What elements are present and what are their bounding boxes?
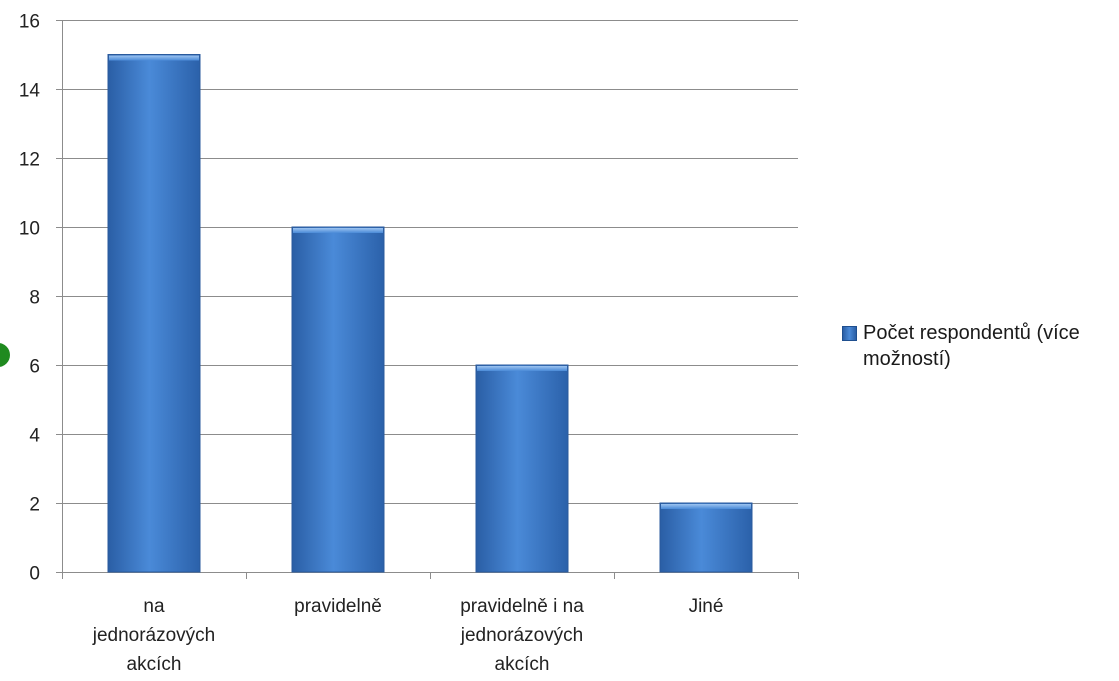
x-category-label: Jiné <box>689 596 724 617</box>
y-tick-label: 16 <box>19 12 40 33</box>
x-category-label: pravidelně <box>294 596 382 617</box>
y-tick-label: 2 <box>29 495 40 516</box>
y-tick-labels: 0 2 4 6 8 10 12 14 16 <box>19 12 41 585</box>
x-category-label: na jednorázových akcích <box>92 596 216 675</box>
y-tick-label: 6 <box>29 357 40 378</box>
legend: Počet respondentů (více možností) <box>842 320 1119 372</box>
bar <box>475 364 569 573</box>
x-category-label: pravidelně i na jednorázových akcích <box>460 596 584 675</box>
bar <box>659 502 753 573</box>
legend-swatch <box>842 326 857 341</box>
y-tick-label: 10 <box>19 219 40 240</box>
y-tick-label: 14 <box>19 81 41 102</box>
y-tick-label: 12 <box>19 150 40 171</box>
legend-label: Počet respondentů (více možností) <box>863 322 1080 370</box>
bar <box>107 54 201 573</box>
x-category-labels: na jednorázových akcích pravidelně pravideln… <box>92 596 724 675</box>
y-tick-label: 4 <box>29 426 40 447</box>
bar <box>291 226 385 573</box>
y-tick-label: 8 <box>29 288 40 309</box>
y-tick-label: 0 <box>29 564 40 585</box>
marker-dot <box>0 343 10 367</box>
bars <box>107 54 753 573</box>
